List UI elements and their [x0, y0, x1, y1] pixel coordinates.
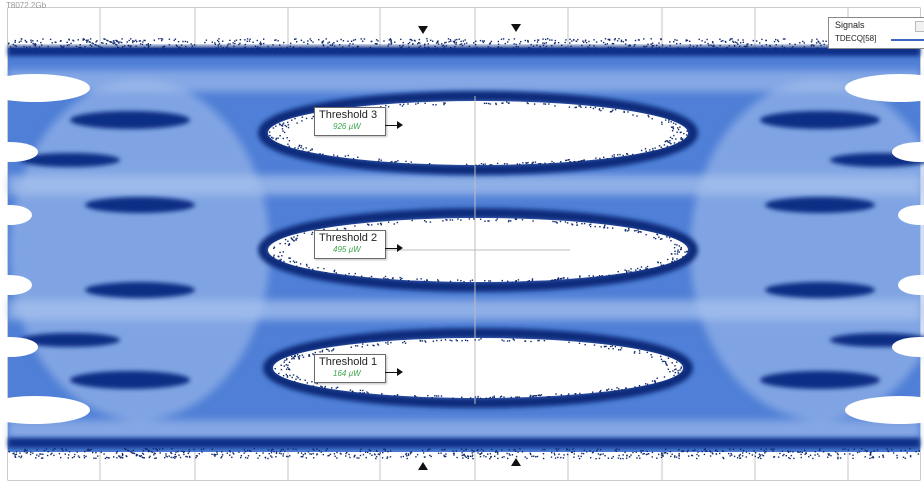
signals-legend[interactable]: Signals TDECQ[58]: [828, 17, 924, 49]
threshold-2-value: 495 µW: [333, 245, 361, 254]
threshold-1-pointer: [385, 372, 397, 373]
threshold-3-pointer: [385, 125, 397, 126]
legend-title: Signals: [835, 20, 865, 30]
threshold-1-label: Threshold 1: [319, 356, 378, 368]
legend-series-label: TDECQ[58]: [835, 34, 877, 43]
legend-collapse-button[interactable]: [915, 21, 924, 32]
threshold-3-callout[interactable]: Threshold 3 926 µW: [314, 107, 386, 136]
marker-bottom-right-icon[interactable]: [511, 458, 521, 466]
trace-noise: [8, 38, 920, 460]
plot-header-label: T8072 2Gb: [6, 1, 47, 10]
threshold-3-value: 926 µW: [333, 122, 361, 131]
eye-opening-lower: [273, 338, 683, 398]
threshold-2-arrow-icon: [397, 244, 403, 252]
threshold-2-pointer: [385, 248, 397, 249]
legend-series-line: [891, 39, 924, 41]
threshold-3-label: Threshold 3: [319, 109, 378, 121]
threshold-1-callout[interactable]: Threshold 1 164 µW: [314, 354, 386, 383]
threshold-2-callout[interactable]: Threshold 2 495 µW: [314, 230, 386, 259]
marker-top-right-icon[interactable]: [511, 24, 521, 32]
center-crosshair: [380, 96, 570, 404]
threshold-1-arrow-icon: [397, 368, 403, 376]
threshold-2-label: Threshold 2: [319, 232, 378, 244]
marker-bottom-left-icon[interactable]: [418, 462, 428, 470]
threshold-3-arrow-icon: [397, 121, 403, 129]
marker-top-left-icon[interactable]: [418, 26, 428, 34]
threshold-1-value: 164 µW: [333, 369, 361, 378]
